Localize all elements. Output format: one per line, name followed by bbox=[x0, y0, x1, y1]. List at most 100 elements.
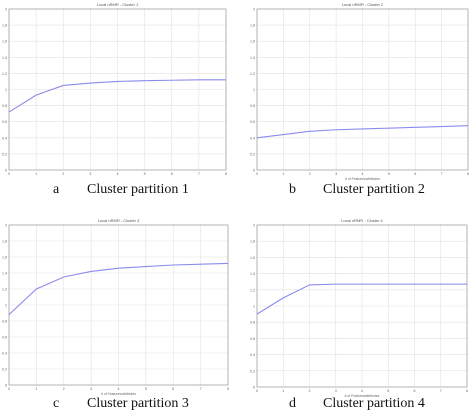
y-tick-label: 0.2 bbox=[2, 368, 7, 372]
chart-panel-cluster-3: 0 0.2 0.4 0.6 0.8 1 1.2 1.4 1.6 1.8 2 0 1 2 3 4 5 6 7 8 Loca… bbox=[0, 210, 237, 419]
line-chart-cluster-2: 00.20.40.60.811.21.41.61.820 1 2 3 4 5 6 7 8Loca… bbox=[250, 2, 469, 181]
plot-title: Local nRMR - Cluster 1 bbox=[97, 2, 139, 7]
y-tick-label: 0.2 bbox=[250, 369, 255, 373]
x-tick-label: 4 bbox=[117, 172, 119, 176]
x-tick-label: 6 bbox=[414, 389, 416, 393]
plot-frame bbox=[256, 8, 469, 171]
y-tick-label: 0 bbox=[5, 169, 7, 173]
x-tick-label: 7 bbox=[440, 389, 442, 393]
y-tick-label: 1.4 bbox=[2, 56, 7, 60]
y-tick-label: 1.8 bbox=[2, 240, 7, 244]
caption-c: c Cluster partition 3 bbox=[53, 396, 189, 412]
x-tick-label: 3 bbox=[90, 387, 92, 391]
x-tick-label: 4 bbox=[362, 172, 364, 176]
y-tick-label: 1 bbox=[253, 305, 255, 309]
y-tick-label: 1 bbox=[5, 88, 7, 92]
panel-letter: d bbox=[289, 396, 296, 411]
x-tick-label: 1 bbox=[282, 172, 284, 176]
line-chart-cluster-4: 00.20.40.60.811.21.41.61.820 1 2 3 4 5 6 7 8Loca… bbox=[250, 218, 468, 398]
plot-frame bbox=[8, 8, 227, 171]
chart-panel-cluster-2: 0 0.2 0.4 0.6 0.8 1 1.2 1.4 1.6 1.8 2 0 1 2 3 4 5 6 7 8 Loca… bbox=[237, 0, 474, 210]
plot-title: Local nRMR - Cluster 3 bbox=[98, 218, 140, 223]
caption-text: Cluster partition 3 bbox=[87, 396, 189, 411]
x-tick-label: 6 bbox=[172, 387, 174, 391]
y-tick-label: 1 bbox=[5, 304, 7, 308]
y-tick-label: 0 bbox=[5, 384, 7, 388]
x-axis-label: # of Features/attributes bbox=[101, 392, 136, 396]
x-tick-label: 0 bbox=[8, 172, 10, 176]
y-tick-label: 0.8 bbox=[250, 104, 255, 108]
y-tick-label: 0 bbox=[253, 169, 255, 173]
y-tick-label: 0.8 bbox=[2, 104, 7, 108]
y-tick-label: 1.2 bbox=[250, 72, 255, 76]
panel-letter: a bbox=[53, 182, 60, 197]
y-tick-label: 1.2 bbox=[2, 288, 7, 292]
y-tick-label: 1.6 bbox=[250, 40, 255, 44]
y-tick-label: 1.4 bbox=[2, 272, 7, 276]
x-tick-label: 1 bbox=[282, 389, 284, 393]
x-tick-label: 3 bbox=[89, 172, 91, 176]
x-tick-label: 1 bbox=[35, 172, 37, 176]
x-tick-label: 1 bbox=[35, 387, 37, 391]
y-tick-label: 1.4 bbox=[250, 272, 255, 276]
x-tick-label: 5 bbox=[387, 389, 389, 393]
plot-title: Local nRMR - Cluster 2 bbox=[342, 2, 384, 7]
x-tick-label: 8 bbox=[467, 172, 469, 176]
y-tick-label: 0.6 bbox=[2, 120, 7, 124]
y-tick-label: 1.6 bbox=[250, 256, 255, 260]
y-tick-label: 1.8 bbox=[250, 240, 255, 244]
y-tick-label: 0 bbox=[253, 386, 255, 390]
caption-text: Cluster partition 4 bbox=[323, 396, 425, 411]
y-tick-label: 0.6 bbox=[250, 120, 255, 124]
y-tick-label: 1.4 bbox=[250, 56, 255, 60]
x-tick-label: 5 bbox=[144, 172, 146, 176]
y-tick-label: 2 bbox=[253, 224, 255, 228]
x-tick-label: 2 bbox=[62, 172, 64, 176]
caption-a: a Cluster partition 1 bbox=[53, 182, 189, 198]
y-tick-label: 2 bbox=[5, 224, 7, 228]
chart-panel-cluster-4: 0 0.2 0.4 0.6 0.8 1 1.2 1.4 1.6 1.8 2 0 1 2 3 4 5 6 7 8 Loca… bbox=[237, 210, 474, 419]
x-tick-label: 0 bbox=[256, 172, 258, 176]
y-tick-label: 1.2 bbox=[2, 72, 7, 76]
plot-frame bbox=[8, 224, 229, 386]
x-tick-label: 5 bbox=[388, 172, 390, 176]
line-chart-cluster-3: 00.20.40.60.811.21.41.61.820 1 2 3 4 5 6 7 8Loca… bbox=[2, 218, 229, 396]
y-tick-label: 0.2 bbox=[2, 152, 7, 156]
y-tick-label: 0.4 bbox=[2, 352, 7, 356]
x-axis-label: # of Features/attributes bbox=[345, 177, 380, 181]
panel-letter: b bbox=[289, 182, 296, 197]
chart-panel-cluster-1: 0 0.2 0.4 0.6 0.8 1 1.2 1.4 1.6 1.8 2 0 1 2 3 4 5 6 7 8 Loca… bbox=[0, 0, 237, 210]
x-tick-label: 4 bbox=[361, 389, 363, 393]
x-tick-label: 7 bbox=[441, 172, 443, 176]
x-tick-label: 5 bbox=[145, 387, 147, 391]
plot-frame bbox=[256, 224, 468, 388]
x-tick-label: 7 bbox=[200, 387, 202, 391]
y-tick-label: 1.8 bbox=[2, 24, 7, 28]
y-tick-label: 2 bbox=[253, 8, 255, 12]
x-tick-label: 8 bbox=[466, 389, 468, 393]
y-tick-label: 1 bbox=[253, 88, 255, 92]
x-tick-label: 2 bbox=[309, 389, 311, 393]
line-chart-cluster-1: 00.20.40.60.811.21.41.61.820 1 2 3 4 5 6 7 8Loca… bbox=[2, 2, 227, 176]
plot-title: Local nRMR - Cluster 4 bbox=[341, 218, 383, 223]
y-tick-label: 0.4 bbox=[250, 353, 255, 357]
caption-text: Cluster partition 1 bbox=[87, 182, 189, 197]
caption-text: Cluster partition 2 bbox=[323, 182, 425, 197]
y-tick-label: 1.2 bbox=[250, 288, 255, 292]
y-tick-label: 0.8 bbox=[250, 321, 255, 325]
x-tick-label: 3 bbox=[335, 389, 337, 393]
y-tick-label: 0.4 bbox=[2, 136, 7, 140]
panel-letter: c bbox=[53, 396, 60, 411]
x-tick-label: 6 bbox=[171, 172, 173, 176]
x-tick-label: 8 bbox=[227, 387, 229, 391]
y-tick-label: 1.6 bbox=[2, 256, 7, 260]
x-tick-label: 6 bbox=[414, 172, 416, 176]
y-tick-label: 0.6 bbox=[250, 337, 255, 341]
x-tick-label: 3 bbox=[335, 172, 337, 176]
y-tick-label: 0.8 bbox=[2, 320, 7, 324]
y-tick-label: 2 bbox=[5, 8, 7, 12]
y-tick-label: 0.2 bbox=[250, 152, 255, 156]
x-tick-label: 0 bbox=[256, 389, 258, 393]
x-tick-label: 8 bbox=[225, 172, 227, 176]
y-tick-label: 1.6 bbox=[2, 40, 7, 44]
